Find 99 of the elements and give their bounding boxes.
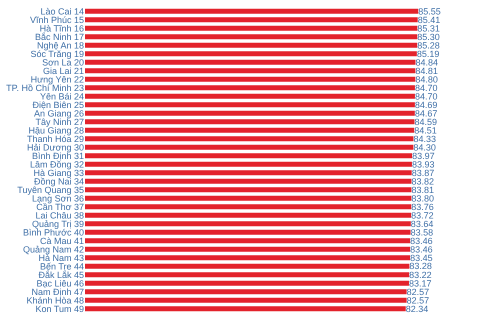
bar [85, 289, 407, 294]
data-label: 84.70 [414, 82, 438, 93]
data-label: 84.33 [413, 134, 436, 144]
y-tick-label: Đắk Lắk 45 [38, 270, 84, 280]
y-tick-label: Bến Tre 44 [40, 261, 84, 272]
bar [85, 221, 411, 226]
data-label: 83.93 [412, 159, 434, 170]
y-tick-label: Hưng Yên 22 [30, 74, 84, 84]
y-tick-label: Vĩnh Phúc 15 [30, 14, 84, 25]
bar [85, 306, 406, 312]
data-label: 83.81 [411, 184, 434, 195]
data-label: 84.70 [414, 91, 438, 102]
bar [85, 102, 415, 108]
data-label: 84.30 [413, 142, 436, 152]
y-tick-label: Kon Tum 49 [35, 304, 84, 314]
bar [85, 119, 415, 124]
bar [85, 204, 412, 210]
y-tick-label: Cà Mau 41 [40, 236, 84, 246]
y-tick-label: Gia Lai 21 [42, 66, 84, 76]
data-label: 84.51 [414, 125, 437, 136]
y-tick-label: Hà Nam 43 [38, 252, 84, 263]
data-label: 85.30 [417, 32, 440, 42]
bar [85, 68, 416, 74]
y-tick-label: Yên Bái 24 [40, 91, 84, 102]
data-label: 84.69 [414, 100, 438, 110]
y-tick-label: Bắc Ninh 17 [34, 32, 84, 42]
y-tick-label: Hà Tĩnh 16 [40, 23, 84, 34]
y-tick-label: Lai Châu 38 [35, 210, 84, 220]
bar [85, 280, 409, 286]
data-label: 83.72 [411, 210, 434, 220]
bar [85, 8, 418, 14]
data-label: 83.45 [410, 252, 433, 263]
bar [85, 153, 412, 158]
data-label: 83.82 [412, 176, 434, 186]
y-tick-label: Bạc Liêu 46 [36, 278, 84, 288]
y-tick-label: Cần Thơ 37 [36, 202, 84, 212]
data-label: 83.22 [409, 270, 432, 280]
data-label: 83.46 [410, 236, 433, 246]
data-label: 83.28 [409, 261, 432, 272]
data-label: 85.41 [418, 14, 440, 25]
bar [85, 144, 414, 150]
y-tick-label: Thanh Hóa 29 [26, 134, 84, 144]
bar [85, 42, 418, 48]
bar [85, 170, 412, 176]
y-tick-label: Lâm Đồng 32 [30, 159, 84, 170]
data-label: 83.64 [410, 218, 434, 229]
bar [85, 272, 410, 278]
data-label: 82.57 [406, 286, 430, 297]
bar [85, 17, 418, 22]
bar [85, 230, 411, 235]
bar [85, 94, 415, 99]
bar [85, 34, 418, 40]
data-label: 83.97 [412, 150, 435, 161]
y-tick-label: Hải Dương 30 [27, 142, 84, 152]
bar [85, 60, 416, 65]
y-tick-label: Quảng Nam 42 [22, 244, 84, 254]
data-label: 84.84 [415, 57, 438, 68]
bar [85, 136, 414, 142]
bar [85, 85, 415, 90]
bar [85, 162, 412, 167]
y-tick-label: Khánh Hòa 48 [26, 295, 84, 306]
data-label: 83.46 [410, 244, 433, 254]
data-label: 85.31 [417, 23, 440, 34]
bar [85, 212, 412, 218]
bar [85, 76, 416, 82]
data-label: 84.80 [415, 74, 438, 84]
data-label: 83.58 [410, 227, 434, 238]
bar [85, 196, 412, 201]
data-label: 84.59 [414, 116, 438, 127]
bar [85, 110, 415, 116]
y-tick-label: Nghệ An 18 [36, 40, 84, 50]
data-label: 83.87 [412, 168, 434, 178]
data-label: 84.81 [415, 66, 438, 76]
data-label: 85.55 [418, 6, 441, 16]
data-label: 83.17 [408, 278, 432, 288]
y-tick-label: Hậu Giang 28 [28, 125, 84, 136]
bar [85, 264, 410, 269]
bar [85, 178, 412, 184]
y-tick-label: Điện Biên 25 [32, 100, 84, 110]
bar [85, 238, 410, 244]
y-tick-label: Nam Định 47 [31, 286, 84, 297]
bar [85, 298, 407, 303]
bar [85, 187, 412, 192]
y-tick-label: Quảng Trị 39 [32, 218, 84, 229]
bar [85, 51, 417, 56]
y-tick-label: An Giang 26 [34, 108, 84, 118]
data-label: 82.57 [406, 295, 430, 306]
y-tick-label: Lào Cai 14 [40, 6, 84, 16]
y-tick-label: Bình Phước 40 [23, 227, 84, 238]
data-label: 83.80 [411, 193, 434, 204]
data-label: 85.19 [416, 48, 440, 59]
data-label: 84.67 [414, 108, 438, 118]
bar [85, 255, 410, 260]
bar [85, 26, 418, 31]
bar [85, 128, 414, 133]
data-label: 85.28 [417, 40, 440, 50]
data-label: 83.76 [411, 202, 434, 212]
bar [85, 246, 410, 252]
data-label: 82.34 [406, 304, 428, 314]
